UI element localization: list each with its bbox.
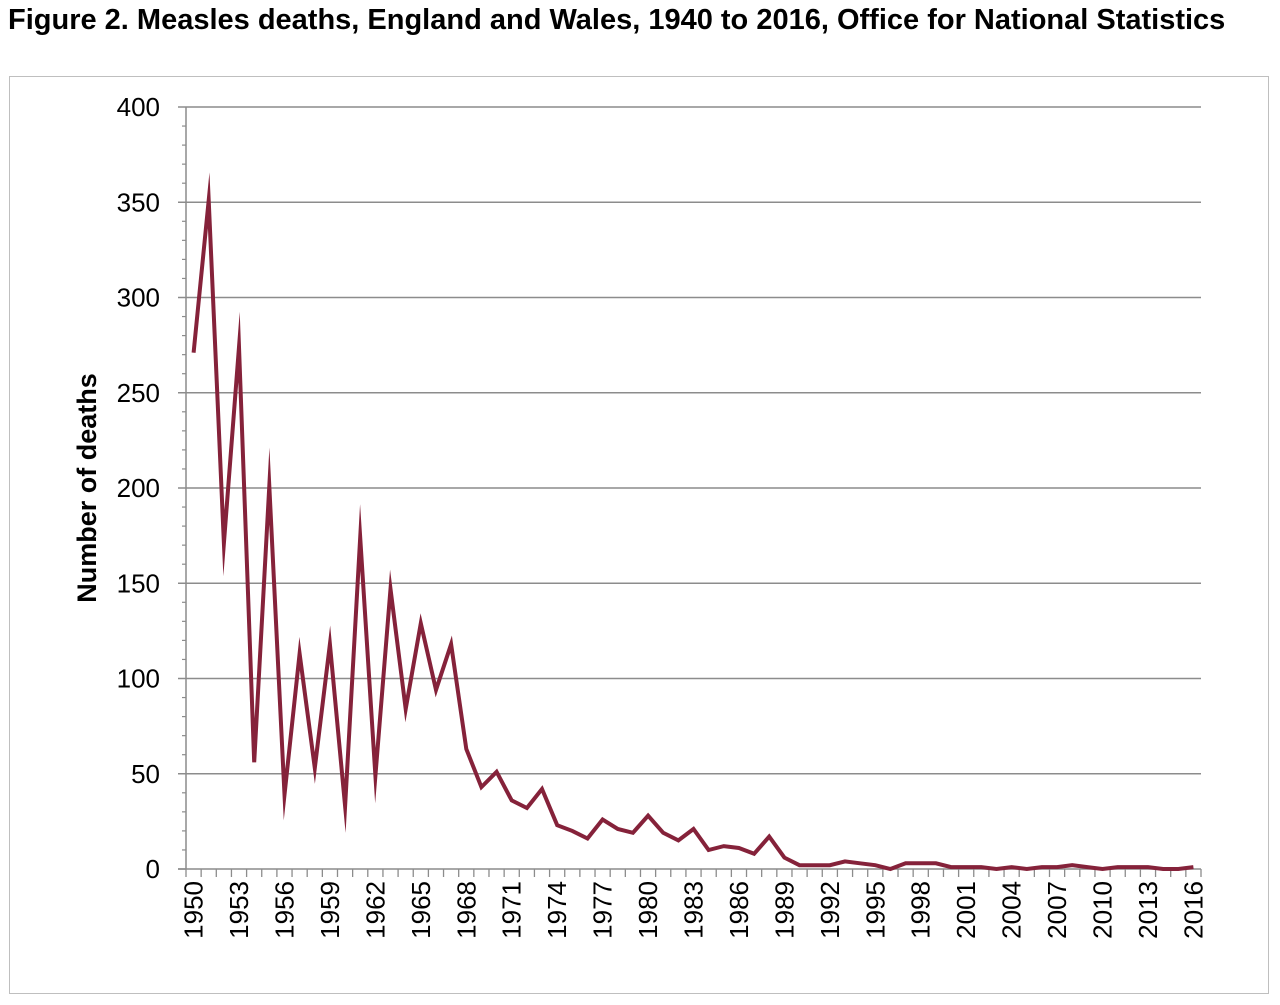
series-line-measles-deaths: [191, 172, 1194, 872]
x-tick-label: 1980: [633, 881, 663, 939]
x-axis: 1950 1953 1956 1959 1962 1965 1968 1971 1974 1977…: [178, 868, 1208, 939]
y-tick-label: 50: [131, 759, 160, 789]
chart-title: Figure 2. Measles deaths, England and Wa…: [8, 4, 1226, 36]
x-tick-label: 1995: [860, 881, 890, 939]
x-tick-label: 2004: [997, 881, 1027, 939]
x-tick-label: 2016: [1178, 881, 1208, 939]
x-tick-label: 1992: [815, 881, 845, 939]
y-tick-label: 100: [117, 664, 160, 694]
y-tick-label: 200: [117, 473, 160, 503]
y-tick-label: 300: [117, 283, 160, 313]
y-tick-label: 350: [117, 187, 160, 217]
x-tick-label: 1965: [406, 881, 436, 939]
x-tick-label: 1953: [224, 881, 254, 939]
x-tick-label: 1986: [724, 881, 754, 939]
x-tick-label: 1977: [588, 881, 618, 939]
y-axis: 0 50 100 150 200 250 300 350 400: [117, 92, 187, 884]
x-tick-label: 1989: [769, 881, 799, 939]
x-tick-label: 1971: [497, 881, 527, 939]
x-tick-label: 1959: [315, 881, 345, 939]
x-tick-label: 2013: [1133, 881, 1163, 939]
x-tick-label: 1950: [179, 881, 209, 939]
x-tick-label: 2001: [951, 881, 981, 939]
y-tick-label: 250: [117, 378, 160, 408]
series-layer: [191, 172, 1194, 872]
x-tick-label: 1956: [269, 881, 299, 939]
x-tick-label: 2010: [1088, 881, 1118, 939]
x-tick-label: 1962: [360, 881, 390, 939]
gridlines: [186, 106, 1201, 775]
chart-frame: [9, 76, 1269, 994]
y-axis-label: Number of deaths: [72, 373, 102, 603]
x-tick-label: 1968: [451, 881, 481, 939]
x-tick-label: 2007: [1042, 881, 1072, 939]
x-tick-label: 1998: [906, 881, 936, 939]
y-tick-label: 150: [117, 568, 160, 598]
x-tick-label: 1983: [679, 881, 709, 939]
y-tick-label: 400: [117, 92, 160, 122]
x-tick-label: 1974: [542, 881, 572, 939]
y-tick-label: 0: [146, 854, 160, 884]
